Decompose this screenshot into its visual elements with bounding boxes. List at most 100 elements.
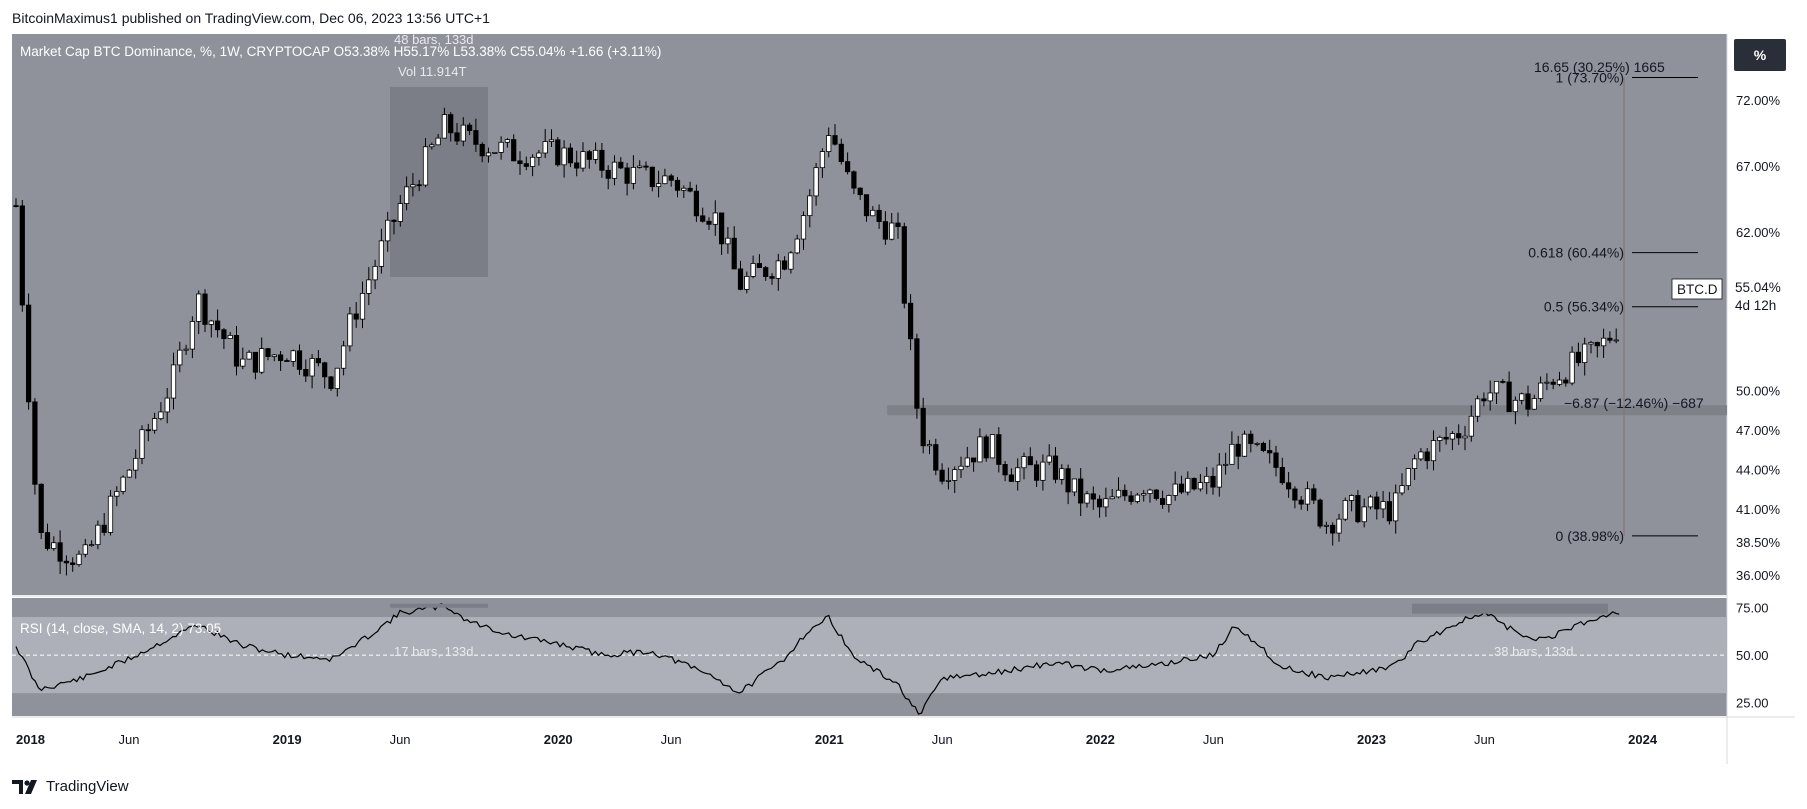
candle (1613, 328, 1619, 344)
candle (1229, 431, 1235, 465)
candle (1141, 489, 1147, 502)
candle (1342, 497, 1348, 522)
candle (744, 271, 750, 294)
candle (504, 138, 511, 148)
candle (32, 398, 38, 495)
candle (95, 520, 101, 550)
candle (1204, 466, 1210, 495)
candle (1103, 487, 1109, 517)
candle (693, 184, 700, 222)
candle (1008, 468, 1015, 482)
candle (89, 540, 95, 547)
candle (662, 168, 668, 185)
candle (1292, 486, 1298, 509)
candle (44, 523, 51, 551)
price-tag-countdown: 4d 12h (1735, 298, 1776, 313)
candle (618, 157, 624, 170)
candle (838, 138, 844, 165)
candle (454, 123, 460, 146)
candle (1330, 522, 1336, 546)
candle (1046, 444, 1052, 466)
candle (863, 194, 870, 222)
candle (643, 161, 649, 171)
candle (202, 289, 208, 333)
candle (1405, 468, 1411, 491)
candle (240, 347, 246, 370)
candle (1367, 494, 1374, 510)
candle (649, 166, 655, 192)
candle (731, 226, 737, 270)
chart-svg[interactable]: 1 (73.70%) 0.618 (60.44%) 0.5 (56.34%) 0 (3… (12, 34, 1795, 764)
candle (964, 446, 970, 468)
time-axis-tick: 2020 (544, 732, 573, 747)
candle (227, 331, 233, 339)
candle (328, 375, 334, 392)
candle (712, 200, 718, 236)
time-axis-tick: Jun (932, 732, 953, 747)
candle (1273, 445, 1279, 477)
candle (1481, 392, 1487, 407)
candle (1178, 475, 1185, 495)
candle (914, 333, 920, 419)
candle (1122, 484, 1128, 501)
candle (1336, 513, 1342, 542)
time-axis-tick: Jun (118, 732, 139, 747)
chart-container[interactable]: 1 (73.70%) 0.618 (60.44%) 0.5 (56.34%) 0 (3… (12, 32, 1795, 764)
percent-scale-button[interactable]: % (1734, 39, 1786, 71)
candle (114, 486, 120, 507)
candle (322, 361, 328, 389)
candle (252, 351, 258, 380)
candle (208, 319, 214, 338)
candle (57, 530, 63, 575)
candle (1040, 454, 1046, 491)
candle (567, 143, 574, 168)
candle (819, 148, 826, 178)
candle (1065, 464, 1071, 505)
candle (511, 134, 517, 162)
candle (1475, 395, 1481, 423)
candle (151, 412, 158, 434)
candle (725, 227, 731, 254)
candle (416, 179, 422, 192)
footer-brand[interactable]: TradingView (12, 778, 129, 795)
candle (889, 212, 895, 241)
rsi-range-label-a: 17 bars, 133d (394, 644, 474, 659)
candle (807, 189, 813, 228)
candle (1386, 491, 1392, 525)
candle (82, 538, 88, 558)
candle (448, 112, 454, 142)
candle (939, 463, 945, 485)
candle (908, 294, 914, 351)
candle (832, 124, 838, 146)
candle (1166, 494, 1172, 513)
candle (851, 170, 857, 195)
candle (410, 173, 416, 197)
candle (1380, 491, 1386, 519)
candle (290, 349, 296, 367)
candle (214, 309, 221, 338)
candle (1349, 494, 1355, 512)
candle (611, 155, 618, 186)
candle (1134, 492, 1140, 504)
candle (1267, 439, 1273, 464)
candle (1531, 394, 1537, 410)
candle (1304, 481, 1311, 511)
candle (876, 204, 882, 229)
rsi-title[interactable]: RSI (14, close, SMA, 14, 2) (20, 621, 184, 636)
candle (1223, 452, 1229, 475)
time-axis-tick: Jun (1474, 732, 1495, 747)
symbol-title[interactable]: Market Cap BTC Dominance, %, 1W, CRYPTOC… (20, 44, 330, 59)
candle (177, 341, 183, 373)
candle (1399, 473, 1405, 496)
footer-brand-label: TradingView (46, 778, 129, 795)
candle (1418, 448, 1424, 461)
candle (952, 466, 958, 493)
measure-up-label: 16.65 (30.25%) 1665 (1534, 59, 1665, 75)
candles-layer (13, 107, 1619, 576)
candle (737, 260, 744, 291)
candle (1172, 471, 1178, 501)
price-axis-tick: 72.00% (1736, 93, 1781, 108)
candle (926, 440, 933, 455)
range-bars-label: 48 bars, 133d (394, 32, 474, 47)
fib-level-label: 0.618 (60.44%) (1528, 245, 1624, 261)
